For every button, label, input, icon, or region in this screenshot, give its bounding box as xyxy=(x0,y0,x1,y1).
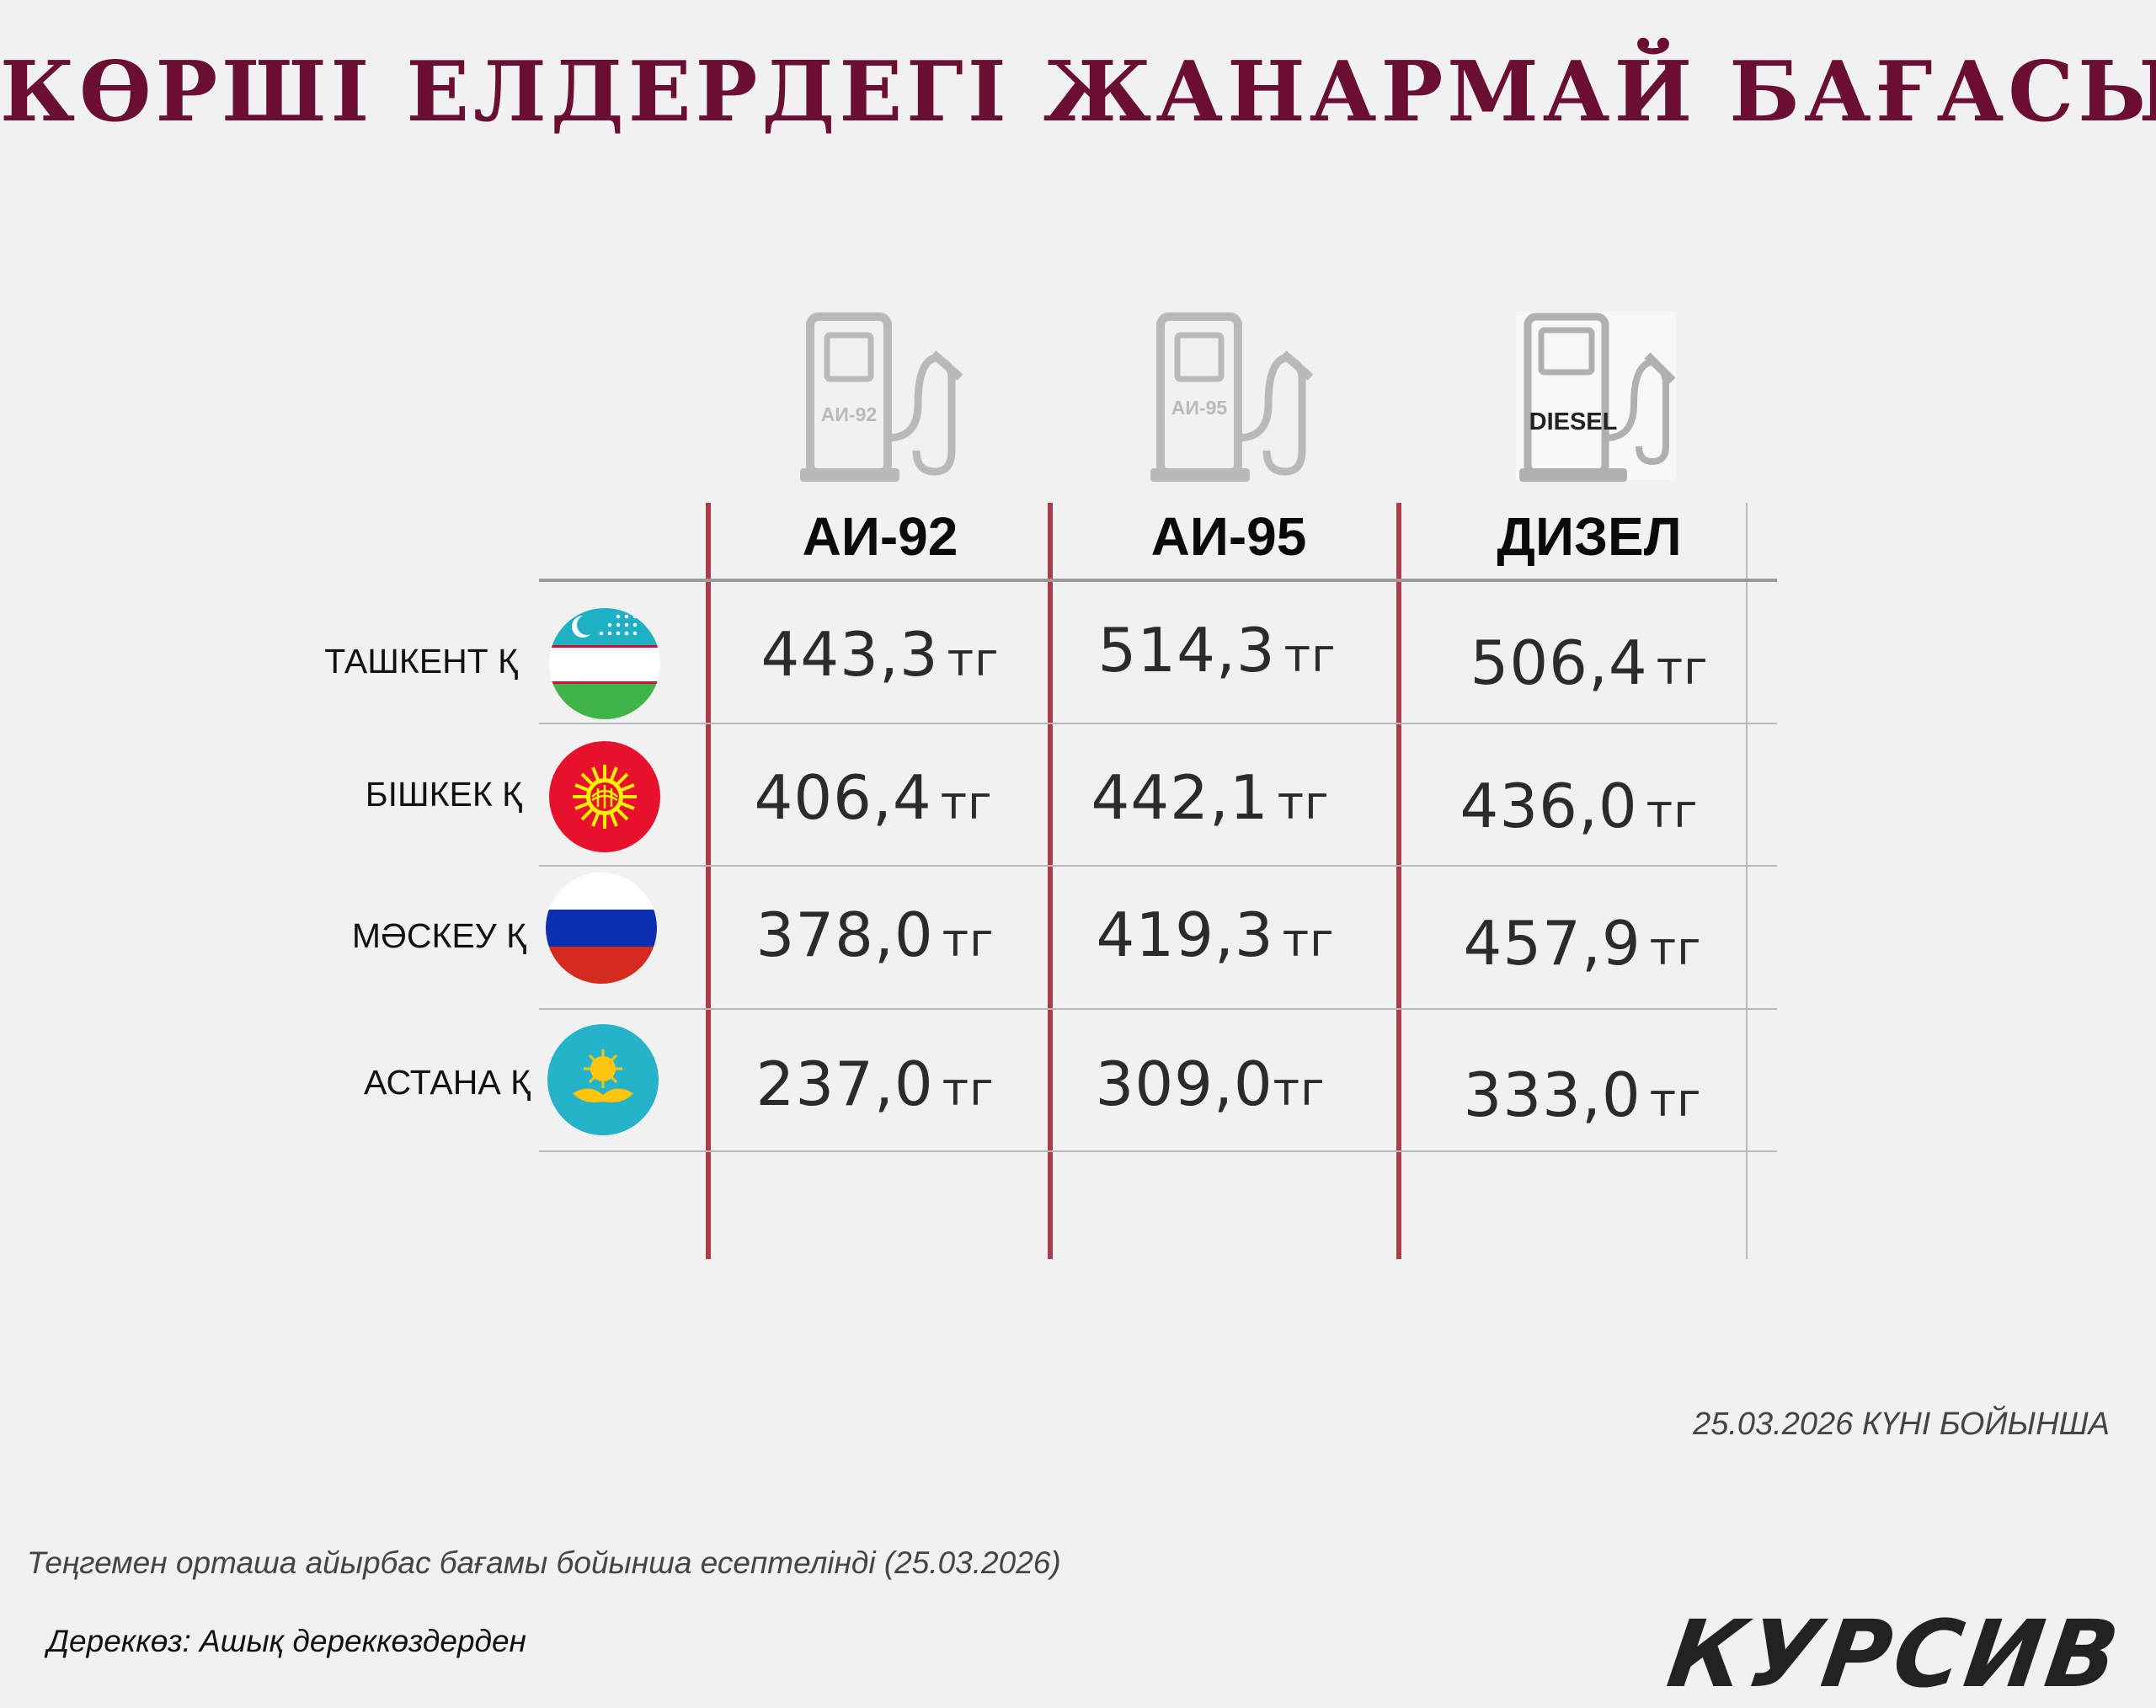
price-cell: 309,0тг xyxy=(1036,1049,1385,1119)
brand-logo: КУРСИВ xyxy=(1662,1600,2128,1708)
price-cell: 436,0 тг xyxy=(1405,771,1753,841)
price-cell: 237,0 тг xyxy=(701,1049,1049,1119)
price-unit: тг xyxy=(1646,785,1699,838)
city-label: БІШКЕК Қ xyxy=(365,775,522,814)
price-unit: тг xyxy=(1283,629,1337,682)
price-cell: 457,9 тг xyxy=(1408,908,1757,979)
price-cell: 378,0 тг xyxy=(701,899,1049,970)
fuel-pump-diesel-icon: DIESEL xyxy=(1516,312,1684,488)
price-unit: тг xyxy=(1277,777,1330,830)
price-value: 443,3 xyxy=(760,619,939,690)
header-rule xyxy=(539,579,1777,582)
price-unit: тг xyxy=(947,633,1000,686)
city-label: ТАШКЕНТ Қ xyxy=(324,642,518,681)
row-rule xyxy=(539,865,1777,867)
price-value: 237,0 xyxy=(755,1049,934,1119)
column-divider xyxy=(1396,503,1401,1259)
column-header-ai95: АИ-95 xyxy=(1150,506,1307,567)
source-note: Дереккөз: Ашық дереккөздерден xyxy=(47,1624,526,1658)
price-cell: 419,3 тг xyxy=(1041,899,1390,970)
page-title: КӨРШІ ЕЛДЕРДЕГІ ЖАНАРМАЙ БАҒАСЫ xyxy=(0,44,2156,141)
column-header-ai92: АИ-92 xyxy=(802,506,958,567)
price-value: 333,0 xyxy=(1463,1059,1641,1130)
column-divider xyxy=(1048,503,1053,1259)
row-rule xyxy=(539,723,1777,724)
price-unit: тг xyxy=(942,914,995,967)
price-unit: тг xyxy=(1649,922,1702,975)
pump-label: АИ-92 xyxy=(821,403,877,425)
calculation-note: Теңгемен орташа айырбас бағамы бойынша е… xyxy=(27,1545,1061,1580)
row-rule xyxy=(539,1008,1777,1010)
pump-label: АИ-95 xyxy=(1171,397,1228,419)
price-cell: 443,3 тг xyxy=(706,619,1054,690)
fuel-pump-ai92-icon: АИ-92 xyxy=(792,312,977,488)
price-value: 436,0 xyxy=(1460,771,1638,841)
price-value: 406,4 xyxy=(754,762,932,833)
price-value: 442,1 xyxy=(1091,762,1269,833)
price-cell: 333,0 тг xyxy=(1408,1059,1757,1130)
price-value: 506,4 xyxy=(1470,627,1648,698)
uzbekistan-flag-icon xyxy=(549,608,660,719)
kazakhstan-flag-icon xyxy=(547,1024,659,1135)
city-label: АСТАНА Қ xyxy=(364,1063,531,1102)
price-value: 457,9 xyxy=(1463,908,1641,979)
pump-label: DIESEL xyxy=(1529,408,1618,435)
price-unit: тг xyxy=(1273,1063,1326,1116)
city-label: МӘСКЕУ Қ xyxy=(351,916,526,955)
price-unit: тг xyxy=(942,1063,995,1116)
price-cell: 406,4 тг xyxy=(699,762,1048,833)
russia-flag-icon xyxy=(546,873,657,984)
price-value: 514,3 xyxy=(1097,615,1276,686)
column-header-diesel: ДИЗЕЛ xyxy=(1497,506,1682,567)
price-cell: 442,1 тг xyxy=(1036,762,1385,833)
price-cell: 514,3 тг xyxy=(1043,615,1391,686)
row-rule xyxy=(539,1150,1777,1152)
price-value: 419,3 xyxy=(1096,899,1274,970)
kyrgyzstan-flag-icon xyxy=(549,741,660,852)
price-value: 378,0 xyxy=(755,899,934,970)
price-value: 309,0 xyxy=(1095,1049,1273,1119)
price-unit: тг xyxy=(940,777,993,830)
price-unit: тг xyxy=(1649,1074,1702,1127)
table-right-border xyxy=(1746,503,1748,1259)
fuel-pump-ai95-icon: АИ-95 xyxy=(1142,312,1327,488)
price-unit: тг xyxy=(1656,642,1709,695)
date-note: 25.03.2026 КҮНІ БОЙЫНША xyxy=(1693,1406,2110,1442)
price-unit: тг xyxy=(1282,914,1335,967)
price-cell: 506,4 тг xyxy=(1415,627,1764,698)
column-divider xyxy=(706,503,711,1259)
